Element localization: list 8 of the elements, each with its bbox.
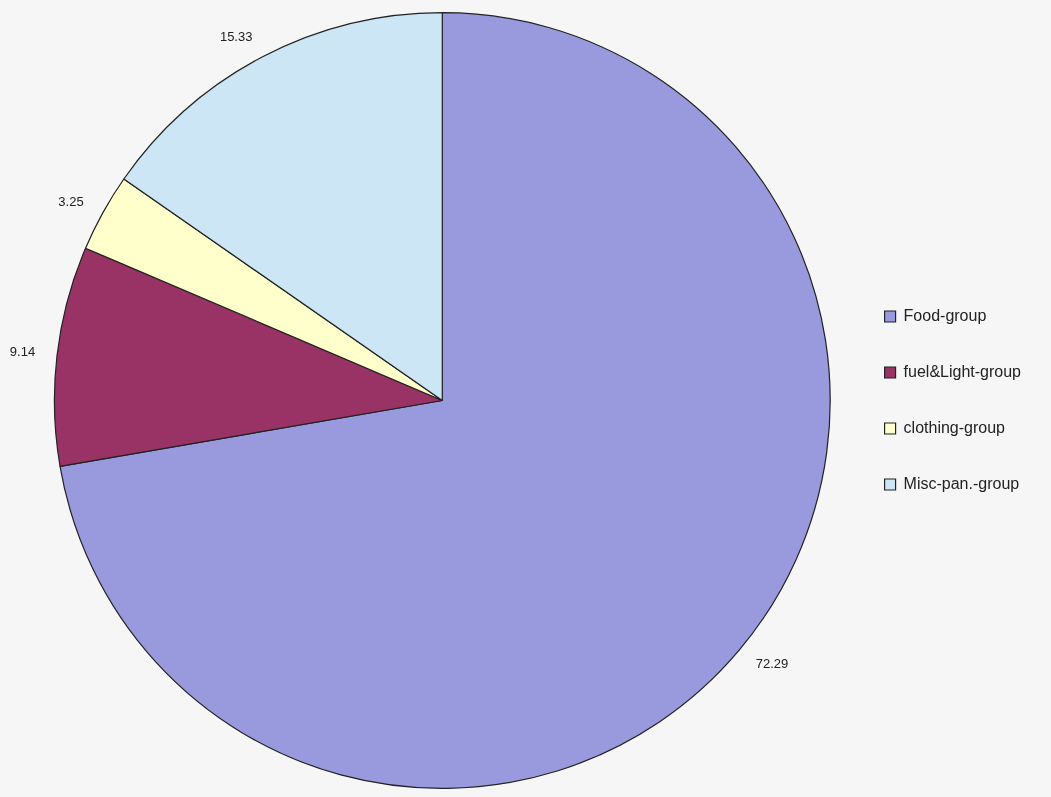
data-label: 72.29 (755, 656, 789, 672)
data-label: 15.33 (219, 28, 253, 44)
data-label: 3.25 (58, 193, 84, 209)
legend-label: clothing-group (903, 418, 1006, 436)
legend-label: Misc-pan.-group (903, 474, 1020, 492)
legend-label: fuel&Light-group (903, 362, 1022, 380)
legend-label: Food-group (903, 306, 987, 324)
data-label: 9.14 (9, 344, 36, 360)
